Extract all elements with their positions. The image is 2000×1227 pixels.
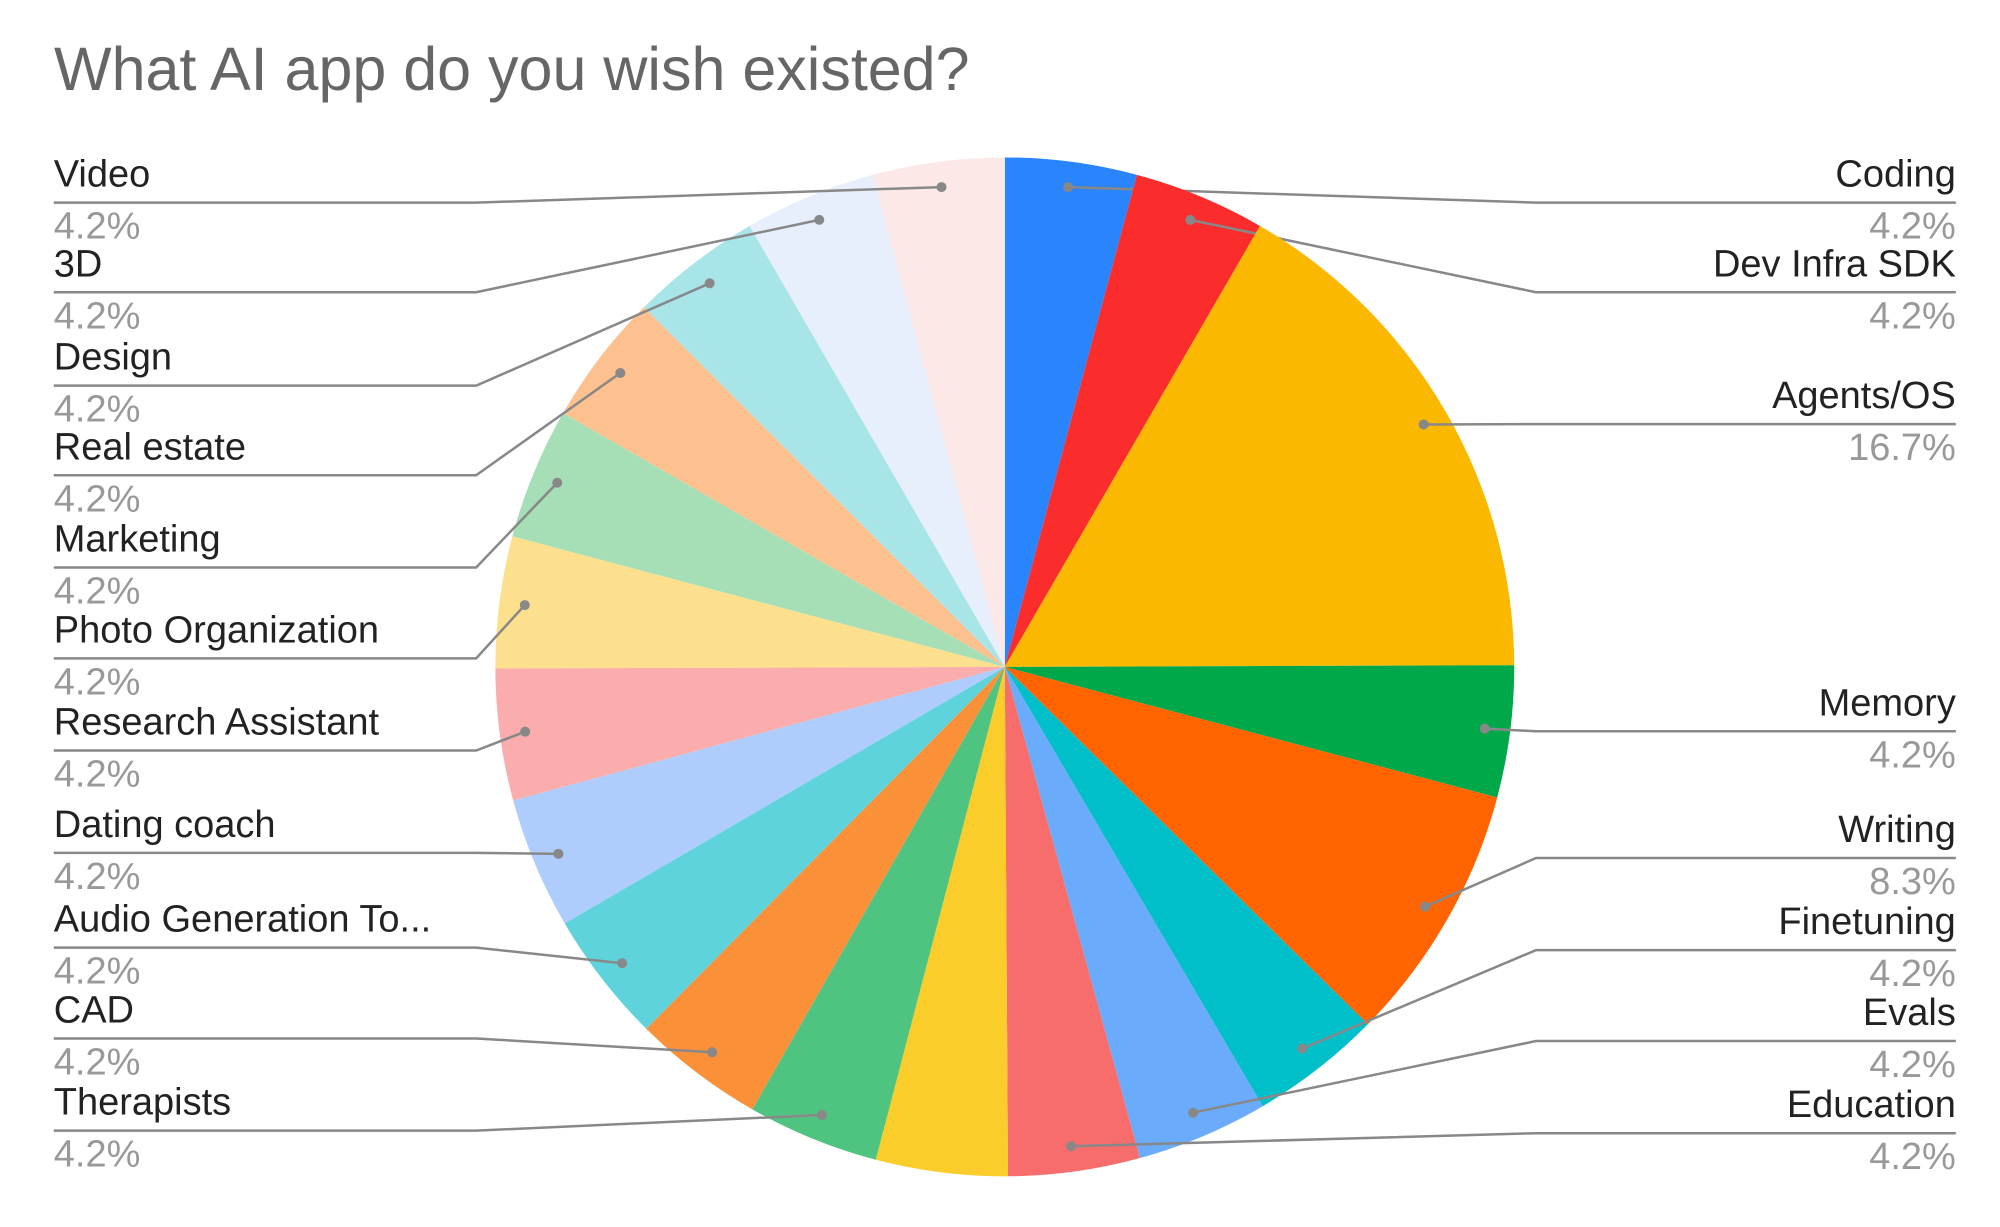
slice-label: Dev Infra SDK bbox=[1713, 243, 1956, 285]
slice-label: 3D bbox=[54, 243, 103, 285]
slice-label: Photo Organization bbox=[54, 609, 379, 651]
slice-value-label: 4.2% bbox=[54, 951, 141, 993]
leader-dot bbox=[553, 848, 564, 859]
pie-slice bbox=[644, 225, 1005, 667]
slice-label: Memory bbox=[1819, 682, 1956, 724]
slice-label: Education bbox=[1787, 1084, 1956, 1126]
slice-value-label: 4.2% bbox=[54, 478, 141, 520]
leader-line bbox=[53, 851, 559, 856]
slice-label: Finetuning bbox=[1778, 901, 1955, 943]
leader-line bbox=[53, 1113, 823, 1132]
slice-label: Marketing bbox=[54, 518, 221, 560]
leader-line bbox=[53, 481, 559, 569]
pie-slice bbox=[646, 666, 1005, 1110]
pie-slice bbox=[872, 157, 1005, 667]
leader-dot bbox=[1066, 1141, 1077, 1152]
pie-slice bbox=[564, 666, 1005, 1029]
leader-line bbox=[53, 730, 526, 752]
leader-line bbox=[53, 185, 942, 204]
slice-label: CAD bbox=[54, 990, 134, 1032]
pie-slice bbox=[495, 666, 1005, 801]
slice-label: Research Assistant bbox=[54, 702, 380, 744]
leader-dot bbox=[519, 600, 530, 611]
leader-dot bbox=[817, 1110, 828, 1121]
chart-title: What AI app do you wish existed? bbox=[54, 35, 970, 103]
pie-slice bbox=[1004, 225, 1515, 667]
slice-value-label: 4.2% bbox=[1869, 1136, 1956, 1178]
slice-label: Dating coach bbox=[54, 804, 276, 846]
slice-value-label: 4.2% bbox=[54, 1134, 141, 1176]
slice-value-label: 4.2% bbox=[1869, 1044, 1956, 1086]
leader-line bbox=[1484, 727, 1956, 733]
slice-value-label: 4.2% bbox=[54, 206, 141, 248]
pie-slice bbox=[512, 413, 1005, 667]
slice-label: Video bbox=[54, 154, 151, 196]
leader-line bbox=[53, 282, 711, 387]
leader-dot bbox=[1418, 419, 1429, 430]
pie-slice bbox=[749, 174, 1005, 667]
leader-line bbox=[1424, 856, 1956, 908]
leader-dot bbox=[936, 182, 947, 193]
slice-label: Design bbox=[54, 337, 172, 379]
pie-slice bbox=[1004, 666, 1140, 1177]
slice-value-label: 4.2% bbox=[54, 295, 141, 337]
leader-line bbox=[53, 1037, 713, 1054]
leader-line bbox=[53, 371, 622, 477]
pie-slice bbox=[1004, 666, 1263, 1159]
slice-value-label: 4.2% bbox=[1869, 734, 1956, 776]
leader-line bbox=[1192, 1039, 1956, 1114]
slice-value-label: 4.2% bbox=[1869, 295, 1956, 337]
pie-slice bbox=[752, 666, 1005, 1160]
leader-line bbox=[53, 218, 820, 294]
slice-value-label: 4.2% bbox=[54, 661, 141, 703]
slice-label: Writing bbox=[1838, 809, 1956, 851]
pie-slice bbox=[495, 536, 1005, 669]
slice-label: Coding bbox=[1835, 154, 1955, 196]
leader-line bbox=[1190, 218, 1956, 294]
slice-value-label: 4.2% bbox=[54, 856, 141, 898]
slice-value-label: 4.2% bbox=[1869, 206, 1956, 248]
slice-value-label: 16.7% bbox=[1848, 427, 1956, 469]
leader-dot bbox=[552, 477, 563, 488]
pie-slice bbox=[1004, 666, 1368, 1107]
slice-label: Real estate bbox=[54, 426, 246, 468]
leader-dot bbox=[1297, 1043, 1308, 1054]
slice-value-label: 4.2% bbox=[54, 1042, 141, 1084]
leader-dot bbox=[1185, 214, 1196, 225]
slice-label: Agents/OS bbox=[1772, 375, 1956, 417]
leader-line bbox=[53, 946, 623, 965]
slice-label: Evals bbox=[1863, 992, 1956, 1034]
leader-dot bbox=[1479, 723, 1490, 734]
leader-dot bbox=[617, 958, 628, 969]
leader-line bbox=[1068, 185, 1956, 204]
slice-value-label: 8.3% bbox=[1869, 861, 1956, 903]
pie-slice bbox=[563, 307, 1005, 667]
slice-value-label: 4.2% bbox=[54, 389, 141, 431]
leader-line bbox=[1301, 948, 1956, 1050]
slice-value-label: 4.2% bbox=[1869, 953, 1956, 995]
leader-dot bbox=[615, 367, 626, 378]
pie-slice bbox=[1004, 665, 1515, 798]
leader-dot bbox=[814, 214, 825, 225]
leader-dot bbox=[704, 278, 715, 289]
leader-line bbox=[53, 604, 526, 660]
slice-label: Therapists bbox=[54, 1082, 231, 1124]
leader-dot bbox=[520, 726, 531, 737]
leader-line bbox=[1071, 1131, 1956, 1148]
pie-slice bbox=[875, 666, 1008, 1177]
slice-label: Audio Generation To... bbox=[54, 899, 431, 941]
slice-value-label: 4.2% bbox=[54, 754, 141, 796]
pie-slice bbox=[1004, 157, 1137, 667]
slice-value-label: 4.2% bbox=[54, 570, 141, 612]
pie-slice bbox=[513, 666, 1005, 924]
leader-dot bbox=[1420, 901, 1431, 912]
pie-slice bbox=[1004, 174, 1260, 667]
leader-dot bbox=[1063, 182, 1074, 193]
leader-dot bbox=[1188, 1107, 1199, 1118]
leader-dot bbox=[707, 1047, 718, 1058]
pie-slice bbox=[1004, 666, 1498, 1025]
